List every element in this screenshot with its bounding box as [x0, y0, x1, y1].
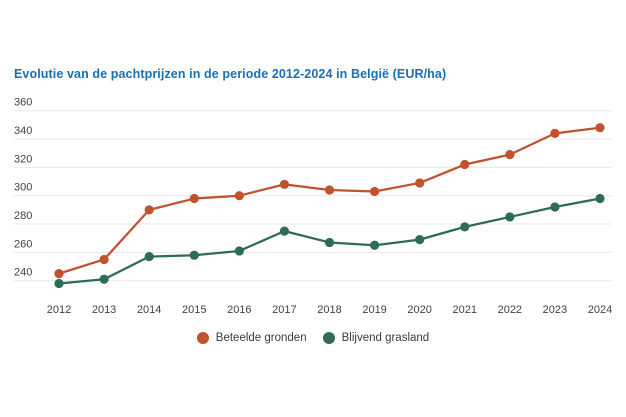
x-tick-label: 2022	[498, 304, 522, 316]
data-point	[279, 179, 290, 189]
data-point	[189, 193, 199, 204]
data-point	[595, 123, 605, 133]
x-tick-label: 2019	[362, 304, 386, 316]
x-tick-label: 2012	[47, 304, 71, 316]
data-point	[189, 250, 199, 260]
data-point	[279, 226, 290, 236]
legend-item: Blijvend grasland	[322, 332, 430, 344]
series-line	[57, 126, 602, 275]
data-point	[460, 159, 470, 170]
legend-dot-icon	[196, 332, 209, 344]
data-point	[234, 246, 244, 256]
y-tick-label: 320	[14, 153, 32, 165]
legend-label: Blijvend grasland	[341, 332, 430, 344]
data-point	[505, 212, 515, 222]
data-point	[595, 193, 605, 204]
data-point	[54, 278, 64, 289]
y-tick-label: 280	[14, 210, 32, 222]
data-point	[99, 274, 109, 284]
data-point	[369, 186, 380, 197]
y-tick-label: 340	[14, 125, 32, 137]
y-tick-label: 260	[14, 238, 32, 250]
x-tick-label: 2018	[317, 304, 341, 316]
chart-title: Evolutie van de pachtprijzen in de perio…	[14, 67, 447, 81]
x-tick-label: 2021	[453, 304, 477, 316]
x-tick-label: 2016	[227, 304, 251, 316]
y-tick-label: 240	[14, 267, 32, 279]
x-tick-label: 2023	[543, 304, 567, 316]
data-point	[144, 252, 154, 262]
data-point	[415, 178, 425, 188]
data-point	[550, 202, 560, 212]
data-point	[550, 128, 560, 138]
data-point	[505, 150, 515, 160]
data-point	[234, 191, 244, 201]
data-point	[415, 235, 425, 245]
x-tick-label: 2013	[92, 304, 116, 316]
data-point	[324, 237, 335, 248]
legend-dot-icon	[322, 332, 335, 344]
data-point	[369, 240, 380, 250]
data-point	[460, 222, 470, 232]
x-tick-label: 2014	[137, 304, 161, 316]
legend: Beteelde gronden Blijvend grasland	[0, 332, 626, 344]
data-point	[99, 254, 109, 265]
data-point	[324, 185, 335, 195]
data-point	[54, 269, 64, 279]
x-tick-label: 2015	[182, 304, 206, 316]
legend-label: Beteelde gronden	[215, 332, 307, 344]
x-tick-label: 2017	[272, 304, 296, 316]
legend-item: Beteelde gronden	[196, 332, 307, 344]
data-point	[144, 205, 154, 215]
x-tick-label: 2020	[407, 304, 431, 316]
y-tick-label: 360	[14, 97, 32, 109]
y-tick-label: 300	[14, 182, 32, 194]
x-tick-label: 2024	[588, 304, 612, 316]
